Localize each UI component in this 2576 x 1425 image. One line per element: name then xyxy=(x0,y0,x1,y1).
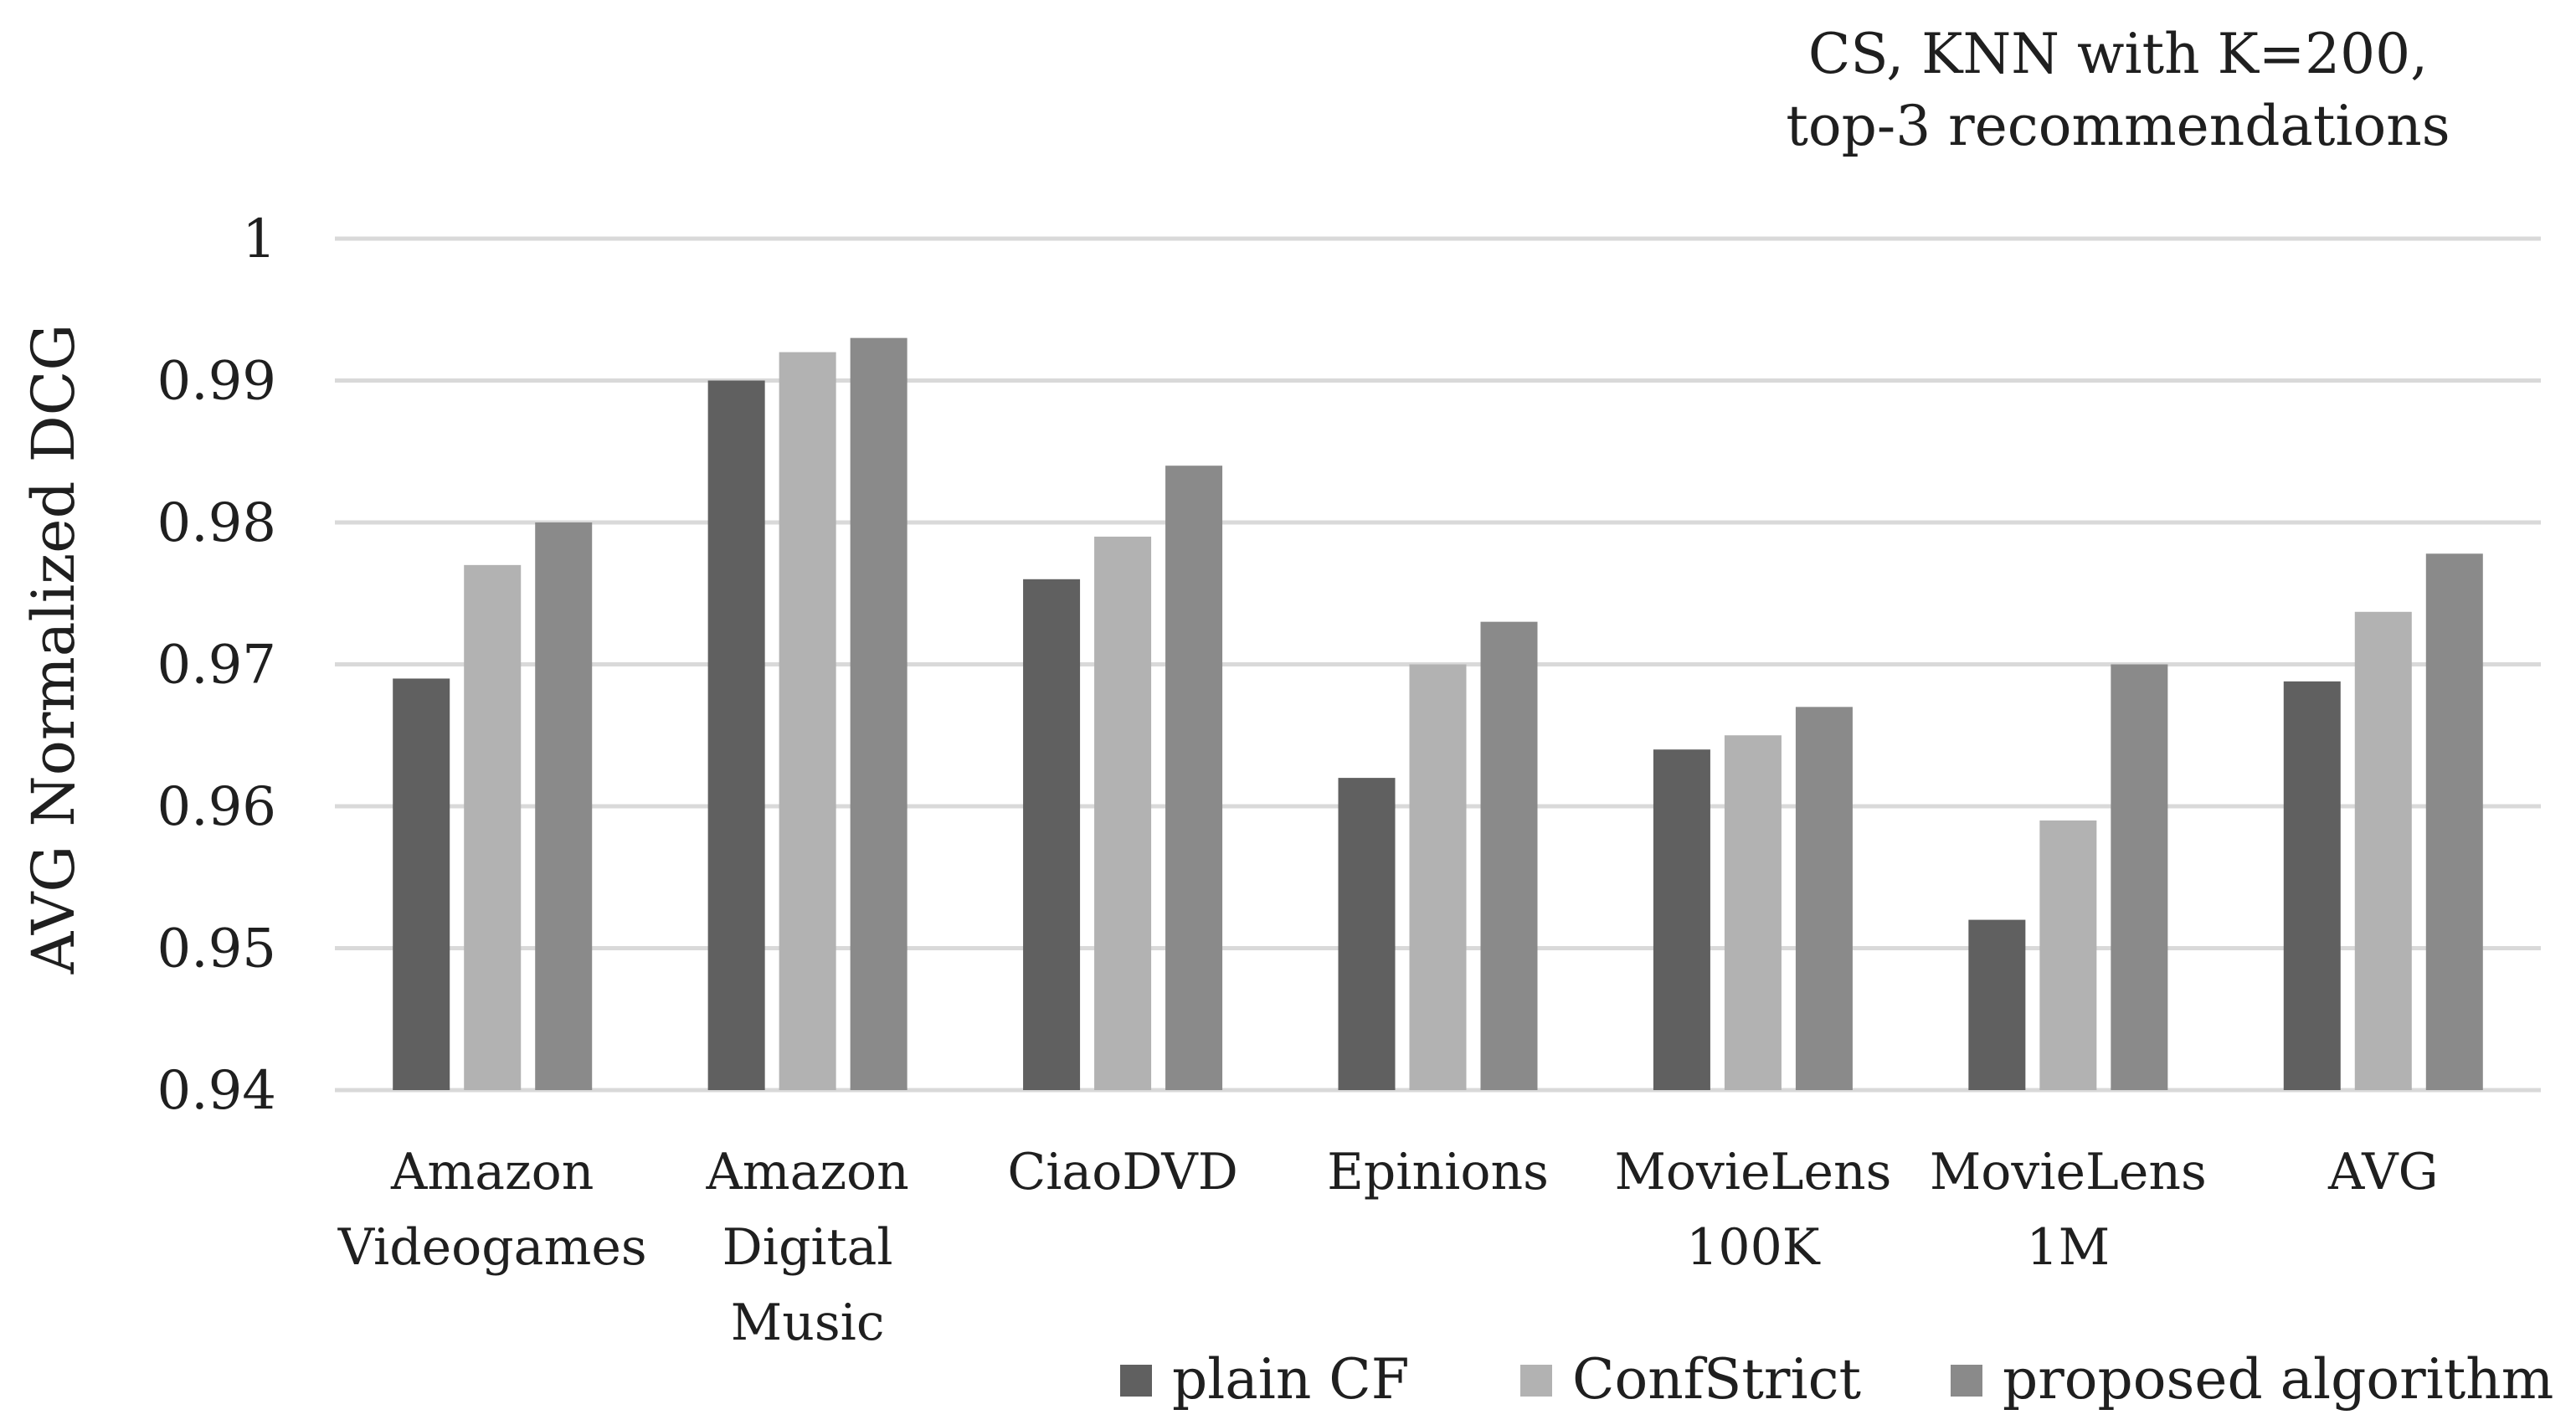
bar-proposed-algorithm xyxy=(2425,553,2483,1090)
bar-plain-cf xyxy=(393,678,450,1090)
bar-plain-cf xyxy=(1338,778,1396,1090)
bar-proposed-algorithm xyxy=(1480,621,1538,1090)
legend-swatch xyxy=(1951,1365,1982,1397)
x-category-label: CiaoDVD xyxy=(1007,1143,1237,1201)
x-category-label: MovieLens xyxy=(1614,1143,1891,1201)
legend-label: plain CF xyxy=(1172,1347,1410,1412)
bar-proposed-algorithm xyxy=(535,522,593,1090)
x-category-label: MovieLens xyxy=(1930,1143,2207,1201)
y-tick-label: 0.98 xyxy=(157,492,277,554)
bar-confstrict xyxy=(1409,664,1467,1090)
bar-proposed-algorithm xyxy=(850,337,908,1090)
bar-confstrict xyxy=(779,352,836,1091)
y-axis-label: AVG Normalized DCG xyxy=(19,324,88,975)
bar-confstrict xyxy=(464,564,522,1090)
y-tick-label: 0.99 xyxy=(157,351,277,413)
x-category-label: Amazon xyxy=(390,1143,594,1201)
bar-plain-cf xyxy=(1023,579,1081,1090)
y-axis-title: AVG Normalized DCG xyxy=(19,324,88,975)
x-category-label: Epinions xyxy=(1327,1143,1549,1201)
bar-confstrict xyxy=(1094,536,1152,1090)
x-category-label: Videogames xyxy=(337,1218,647,1277)
x-category-label: Digital xyxy=(722,1218,893,1277)
legend-swatch xyxy=(1520,1365,1552,1397)
bar-plain-cf xyxy=(1968,919,2026,1090)
y-tick-label: 1 xyxy=(242,208,276,270)
y-tick-label: 0.96 xyxy=(157,776,277,838)
y-tick-label: 0.94 xyxy=(157,1060,277,1122)
bar-confstrict xyxy=(1724,735,1782,1090)
x-category-label: Amazon xyxy=(705,1143,908,1201)
chart-title: CS, KNN with K=200, top-3 recommendations xyxy=(1786,22,2450,158)
bar-plain-cf xyxy=(1653,749,1710,1090)
x-category-label: 1M xyxy=(2027,1218,2111,1277)
y-tick-label: 0.95 xyxy=(157,918,277,980)
legend: plain CF ConfStrict proposed algorithm xyxy=(1120,1347,2553,1412)
legend-swatch xyxy=(1120,1365,1152,1397)
y-tick-label: 0.97 xyxy=(157,635,277,697)
bars xyxy=(393,337,2483,1091)
bar-confstrict xyxy=(2039,820,2097,1090)
bar-plain-cf xyxy=(2283,681,2341,1090)
bar-proposed-algorithm xyxy=(1165,466,1223,1090)
bar-proposed-algorithm xyxy=(1795,707,1853,1090)
x-category-label: Music xyxy=(731,1294,885,1352)
x-axis-categories: Amazon Videogames Amazon Digital Music CiaoDV… xyxy=(337,1143,2439,1352)
bar-plain-cf xyxy=(707,380,765,1090)
legend-label: proposed algorithm xyxy=(2003,1347,2553,1412)
y-axis-ticks: 0.94 0.95 0.96 0.97 0.98 0.99 1 xyxy=(157,208,277,1122)
chart-title-line: top-3 recommendations xyxy=(1786,94,2450,158)
chart-title-line: CS, KNN with K=200, xyxy=(1808,22,2428,86)
legend-label: ConfStrict xyxy=(1572,1347,1861,1412)
x-category-label: AVG xyxy=(2327,1143,2439,1201)
bar-confstrict xyxy=(2354,611,2412,1090)
x-category-label: 100K xyxy=(1686,1218,1821,1277)
bar-proposed-algorithm xyxy=(2111,664,2168,1090)
